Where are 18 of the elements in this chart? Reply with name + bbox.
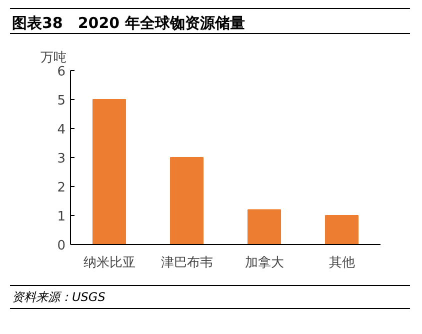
- x-tick-label: 纳米比亚: [83, 256, 136, 270]
- text: 资料来源：USGS: [12, 289, 106, 306]
- bar: [92, 99, 126, 244]
- bar: [170, 157, 204, 244]
- y-tick-label: 0: [57, 238, 66, 254]
- y-tick-label: 3: [57, 152, 66, 166]
- y-tick-label: 1: [57, 210, 66, 224]
- y-tick-label: 4: [57, 122, 66, 138]
- y-tick-label: 5: [57, 94, 66, 108]
- y-tick-label: 6: [57, 64, 66, 80]
- bar: [247, 209, 282, 244]
- y-tick-label: 2: [57, 180, 66, 196]
- bar: [324, 215, 359, 244]
- x-tick-label: 加拿大: [244, 256, 284, 270]
- x-tick-label: 津巴布韦: [160, 256, 213, 270]
- y-axis-title: 万吨: [40, 50, 66, 66]
- chart-title: 图表38 2020 年全球铷资源储量: [12, 13, 245, 34]
- x-tick-label: 其他: [328, 256, 355, 270]
